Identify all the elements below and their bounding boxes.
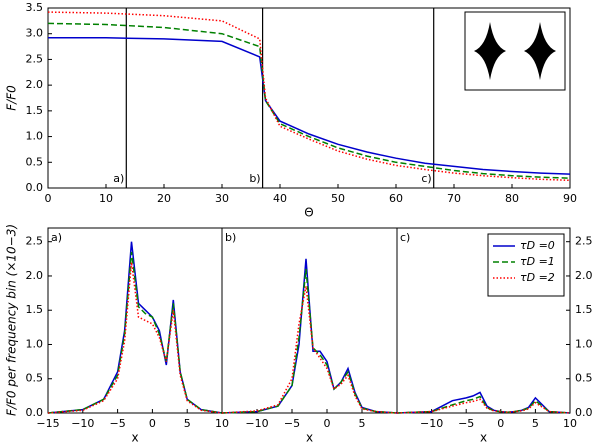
- legend-label: τD =2: [520, 271, 555, 284]
- marker-label: c): [421, 172, 431, 185]
- data-line: [48, 37, 571, 175]
- data-line: [221, 258, 398, 414]
- legend-label: τD =1: [520, 255, 555, 268]
- y-tick-label: 1.5: [26, 104, 44, 117]
- x-tick-label: 10: [99, 192, 113, 205]
- data-line: [47, 22, 571, 179]
- x-tick-label: 10: [215, 417, 229, 430]
- inset: [464, 11, 566, 91]
- x-tick-label: 70: [447, 192, 461, 205]
- x-tick-label: 0: [149, 417, 156, 430]
- x-tick-label: 5: [359, 417, 366, 430]
- data-line: [47, 241, 223, 414]
- y-tick-label: 1.5: [575, 303, 593, 316]
- data-line: [47, 11, 571, 182]
- x-tick-label: −5: [458, 417, 474, 430]
- y-tick-label: 3.5: [26, 1, 44, 14]
- inset-star: [474, 22, 506, 80]
- x-tick-label: 40: [273, 192, 287, 205]
- x-axis-label: x: [306, 431, 313, 442]
- x-tick-label: 20: [157, 192, 171, 205]
- x-tick-label: 0: [497, 417, 504, 430]
- y-tick-label: 1.0: [575, 337, 593, 350]
- inset-star: [524, 22, 556, 80]
- x-tick-label: −10: [71, 417, 94, 430]
- x-tick-label: 0: [45, 192, 52, 205]
- plot-frame: [47, 227, 223, 414]
- y-tick-label: 2.0: [26, 78, 44, 91]
- y-tick-label: 1.0: [26, 130, 44, 143]
- y-axis-label: F/F0 per frequency bin (×10−3): [5, 224, 19, 416]
- panel-label: a): [51, 231, 62, 244]
- x-tick-label: 50: [331, 192, 345, 205]
- data-line: [47, 251, 223, 414]
- y-tick-label: 0.0: [26, 406, 44, 419]
- panel-label: b): [225, 231, 236, 244]
- x-tick-label: 80: [505, 192, 519, 205]
- x-tick-label: −5: [284, 417, 300, 430]
- y-tick-label: 2.5: [26, 52, 44, 65]
- y-tick-label: 3.0: [26, 27, 44, 40]
- y-tick-label: 2.0: [575, 269, 593, 282]
- plot-frame: [47, 7, 571, 189]
- x-tick-label: 10: [563, 417, 577, 430]
- y-tick-label: 2.0: [26, 269, 44, 282]
- y-tick-label: 0.5: [26, 372, 44, 385]
- data-line: [221, 269, 398, 414]
- y-tick-label: 1.0: [26, 337, 44, 350]
- x-tick-label: 30: [215, 192, 229, 205]
- plot-frame: [396, 227, 571, 414]
- x-axis-label: Θ: [304, 206, 313, 220]
- marker-label: b): [249, 172, 260, 185]
- x-tick-label: 60: [389, 192, 403, 205]
- x-tick-label: 5: [532, 417, 539, 430]
- y-axis-label: F/F0: [5, 85, 19, 111]
- legend-box: [487, 233, 565, 297]
- x-tick-label: −5: [109, 417, 125, 430]
- y-tick-label: 1.5: [26, 303, 44, 316]
- y-tick-label: 0.0: [575, 406, 593, 419]
- y-tick-label: 2.5: [575, 235, 593, 248]
- data-line: [47, 262, 223, 414]
- y-tick-label: 0.5: [26, 155, 44, 168]
- data-line: [396, 398, 571, 414]
- y-tick-label: 0.0: [26, 181, 44, 194]
- y-tick-label: 0.5: [575, 372, 593, 385]
- data-line: [396, 395, 571, 414]
- x-tick-label: −10: [245, 417, 268, 430]
- panel-label: c): [400, 231, 410, 244]
- legend-label: τD =0: [520, 239, 555, 252]
- x-tick-label: −15: [36, 417, 59, 430]
- x-axis-label: x: [131, 431, 138, 442]
- x-tick-label: 90: [563, 192, 577, 205]
- x-tick-label: −10: [420, 417, 443, 430]
- x-axis-label: x: [480, 431, 487, 442]
- y-tick-label: 2.5: [26, 235, 44, 248]
- x-tick-label: 0: [324, 417, 331, 430]
- marker-label: a): [113, 172, 124, 185]
- x-tick-label: 5: [184, 417, 191, 430]
